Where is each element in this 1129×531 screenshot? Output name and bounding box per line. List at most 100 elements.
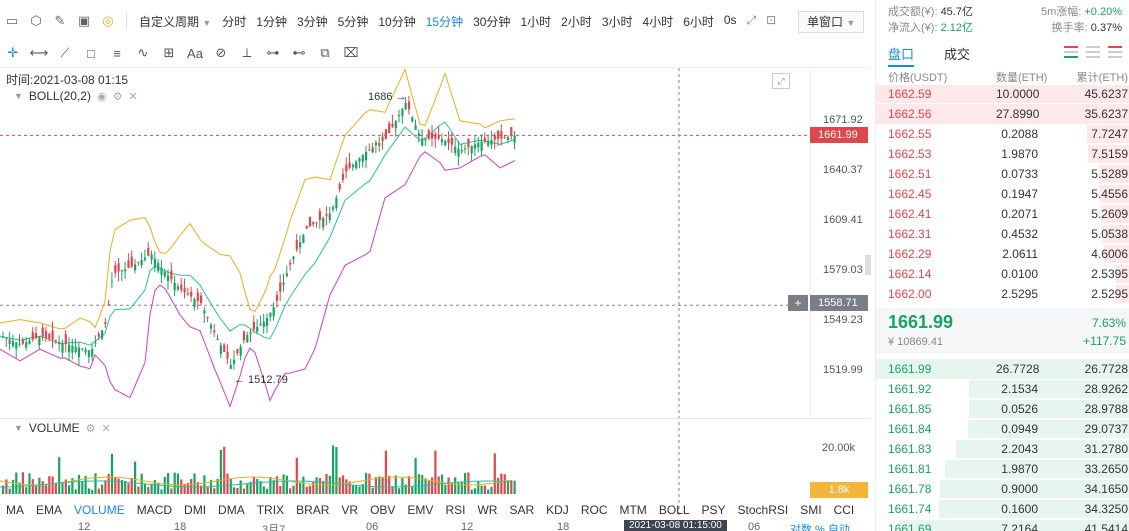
magnet-icon[interactable]: ⊘ [215, 45, 227, 60]
book-row[interactable]: 1662.45 0.1947 5.4556 [876, 184, 1129, 204]
indicator-mtm[interactable]: MTM [619, 503, 647, 517]
indicator-cci[interactable]: CCI [833, 503, 855, 517]
price-axis[interactable]: 1671.92 1640.37 1609.41 1579.03 1549.23 1519.… [810, 68, 870, 418]
indicator-trix[interactable]: TRIX [256, 503, 285, 517]
clock-icon[interactable]: ◎ [102, 13, 114, 28]
collapse-icon[interactable]: ▼ [14, 423, 23, 433]
period-2[interactable]: 3分钟 [296, 14, 328, 29]
indicator-boll[interactable]: BOLL [658, 503, 690, 517]
asks-only-icon[interactable] [1108, 46, 1122, 58]
volume-bar [282, 474, 285, 494]
period-1[interactable]: 1分钟 [256, 14, 287, 29]
book-row[interactable]: 1662.55 0.2088 7.7247 [876, 124, 1129, 144]
chart-type-icon[interactable]: ▭ [5, 13, 19, 28]
candlestick-chart[interactable]: 1686 → ← 1512.79 [0, 68, 870, 520]
book-row[interactable]: 1662.31 0.4532 5.0538 [876, 224, 1129, 244]
rectangle-icon[interactable]: □ [87, 45, 95, 61]
indicator-stochrsi[interactable]: StochRSI [737, 503, 789, 517]
horizontal-line-icon[interactable]: ⟷ [29, 45, 49, 60]
text-icon[interactable]: Aa [187, 45, 203, 61]
crosshair-icon[interactable]: ✛ [7, 45, 19, 60]
period-5[interactable]: 15分钟 [425, 14, 464, 29]
tab-trades[interactable]: 成交 [944, 47, 971, 62]
volume-bar [64, 479, 67, 494]
tab-order-book[interactable]: 盘口 [888, 44, 915, 67]
indicator-emv[interactable]: EMV [407, 503, 434, 517]
visibility-icon[interactable]: ⊷ [292, 45, 306, 60]
indicator-roc[interactable]: ROC [580, 503, 608, 517]
trend-line-icon[interactable]: ⟋ [60, 45, 70, 60]
indicator-psy[interactable]: PSY [701, 503, 726, 517]
period-10[interactable]: 4小时 [642, 14, 674, 29]
add-alert-icon[interactable]: + [788, 295, 808, 311]
period-4[interactable]: 10分钟 [378, 14, 416, 29]
period-3[interactable]: 5分钟 [337, 14, 369, 29]
trash-icon[interactable]: ⌧ [343, 45, 359, 60]
period-12[interactable]: 0s [723, 12, 737, 27]
indicator-sar[interactable]: SAR [509, 503, 535, 517]
time-axis: 12 18 3月7 06 12 18 06 [0, 519, 870, 531]
indicator-ma[interactable]: MA [6, 503, 24, 517]
indicator-macd[interactable]: MACD [136, 503, 173, 517]
grid-icon[interactable]: ⊞ [163, 45, 175, 60]
book-row[interactable]: 1662.00 2.5295 2.5295 [876, 284, 1129, 304]
indicator-volume[interactable]: VOLUME [74, 503, 125, 517]
period-0[interactable]: 分时 [222, 14, 247, 29]
indicator-obv[interactable]: OBV [370, 503, 396, 517]
book-row[interactable]: 1661.84 0.0949 29.0737 [876, 419, 1129, 439]
single-window-select[interactable]: 单窗口 ▼ [798, 11, 865, 33]
period-9[interactable]: 3小时 [601, 14, 633, 29]
fullscreen-icon[interactable]: ⤢ [772, 73, 790, 89]
close-icon[interactable]: ✕ [101, 422, 111, 435]
book-row[interactable]: 1662.59 10.0000 45.6237 [876, 84, 1129, 104]
book-row[interactable]: 1662.51 0.0733 5.5289 [876, 164, 1129, 184]
ruler-icon[interactable]: ⟂ [242, 45, 252, 60]
indicator-rsi[interactable]: RSI [445, 503, 466, 517]
book-row[interactable]: 1662.14 0.0100 2.5395 [876, 264, 1129, 284]
period-8[interactable]: 2小时 [561, 14, 592, 29]
wave-icon[interactable]: ∿ [137, 45, 149, 60]
panel-collapse-handle[interactable] [865, 255, 871, 275]
collapse-icon[interactable]: ▼ [14, 91, 23, 101]
book-row[interactable]: 1661.74 0.1600 34.3250 [876, 499, 1129, 519]
book-row[interactable]: 1661.78 0.9000 34.1650 [876, 479, 1129, 499]
indicator-brar[interactable]: BRAR [296, 503, 330, 517]
bids-only-icon[interactable] [1086, 46, 1100, 58]
book-row[interactable]: 1662.41 0.2071 5.2609 [876, 204, 1129, 224]
book-row[interactable]: 1661.92 2.1534 28.9262 [876, 379, 1129, 399]
indicator-smi[interactable]: SMI [800, 503, 822, 517]
book-row[interactable]: 1662.53 1.9870 7.5159 [876, 144, 1129, 164]
eye-icon[interactable]: ◉ [96, 90, 107, 103]
pen-icon[interactable]: ✎ [54, 13, 66, 28]
book-row[interactable]: 1661.81 1.9870 33.2650 [876, 459, 1129, 479]
indicator-dmi[interactable]: DMI [184, 503, 207, 517]
book-row[interactable]: 1661.83 2.2043 31.2780 [876, 439, 1129, 459]
layout-icon[interactable]: ⊡ [766, 12, 777, 27]
time-tick: 3月7 [262, 524, 286, 531]
indicator-wr[interactable]: WR [477, 503, 498, 517]
book-row[interactable]: 1662.29 2.0611 4.6006 [876, 244, 1129, 264]
calendar-icon[interactable]: ▣ [77, 13, 91, 28]
book-row[interactable]: 1661.99 26.7728 26.7728 [876, 359, 1129, 379]
period-11[interactable]: 6小时 [683, 14, 714, 29]
fullscreen-icon[interactable]: ⤢ [746, 12, 757, 27]
settings-icon[interactable]: ⬡ [30, 13, 42, 28]
indicator-kdj[interactable]: KDJ [546, 503, 569, 517]
fib-icon[interactable]: ≡ [113, 45, 121, 61]
period-7[interactable]: 1小时 [520, 14, 552, 29]
indicator-ema[interactable]: EMA [36, 503, 63, 517]
lock-icon[interactable]: ⊶ [266, 45, 280, 60]
close-icon[interactable]: ✕ [128, 90, 138, 103]
axis-mode-options[interactable]: 对数 % 自动 [790, 524, 850, 531]
period-6[interactable]: 30分钟 [473, 14, 511, 29]
layers-icon[interactable]: ⧉ [320, 45, 330, 60]
book-row[interactable]: 1662.56 27.8990 35.6237 [876, 104, 1129, 124]
gear-icon[interactable]: ⚙ [112, 90, 123, 103]
book-row[interactable]: 1661.85 0.0526 28.9788 [876, 399, 1129, 419]
custom-period-select[interactable]: 自定义周期 ▼ [139, 14, 212, 29]
indicator-vr[interactable]: VR [341, 503, 359, 517]
gear-icon[interactable]: ⚙ [85, 422, 96, 435]
both-sides-icon[interactable] [1064, 46, 1078, 58]
indicator-dma[interactable]: DMA [218, 503, 245, 517]
book-row[interactable]: 1661.69 7.2164 41.5414 [876, 519, 1129, 531]
